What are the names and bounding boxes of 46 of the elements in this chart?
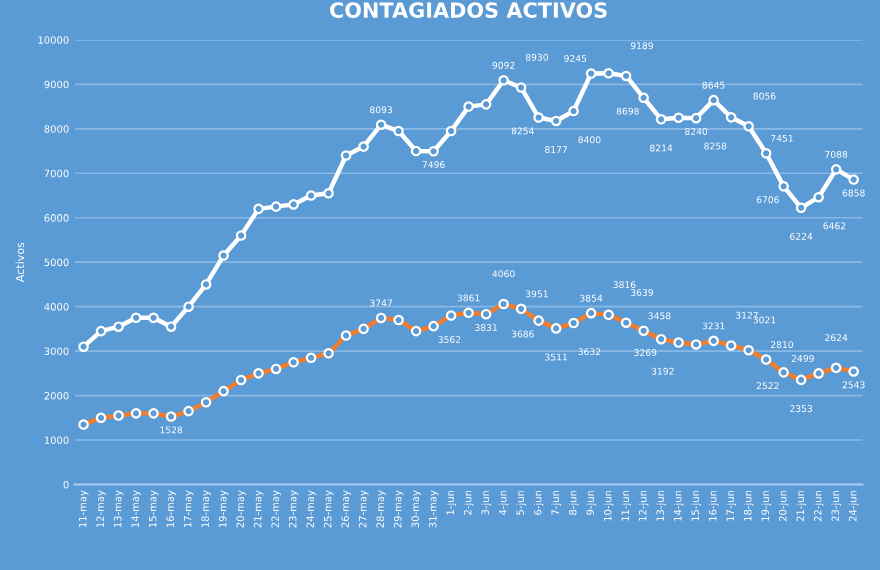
point: [270, 201, 282, 212]
point: [113, 321, 124, 332]
point: [165, 321, 177, 332]
chart-title: CONTAGIADOS ACTIVOS: [330, 2, 607, 18]
point: [95, 325, 107, 337]
point: [638, 92, 649, 104]
point: [358, 141, 369, 152]
point: [393, 125, 404, 137]
point: [218, 250, 229, 261]
point: [690, 112, 702, 124]
point: [148, 312, 159, 324]
point: [428, 145, 439, 157]
point: [760, 147, 772, 159]
point: [498, 74, 509, 86]
point: [130, 312, 142, 324]
point: [235, 230, 247, 241]
point: [480, 99, 492, 110]
point: [375, 119, 387, 130]
point: [848, 174, 859, 185]
point: [673, 112, 684, 123]
point: [410, 145, 422, 157]
point: [340, 150, 352, 161]
point: [568, 105, 579, 117]
point: [778, 181, 789, 192]
point: [620, 70, 632, 82]
point: [795, 202, 807, 214]
point: [323, 188, 334, 199]
point: [533, 112, 544, 123]
point: [183, 301, 194, 312]
point: [445, 125, 457, 137]
point: [708, 94, 719, 106]
point: [515, 82, 527, 93]
point: [200, 279, 212, 290]
point: [725, 112, 737, 123]
point: [288, 199, 299, 210]
point: [743, 121, 754, 132]
point: [603, 67, 614, 79]
point: [813, 191, 824, 203]
point: [253, 203, 264, 215]
point: [305, 190, 317, 201]
point: [550, 115, 562, 127]
point: [78, 341, 89, 352]
point: [830, 164, 842, 175]
point: [655, 114, 667, 125]
point: [463, 101, 474, 112]
point: [585, 68, 597, 79]
